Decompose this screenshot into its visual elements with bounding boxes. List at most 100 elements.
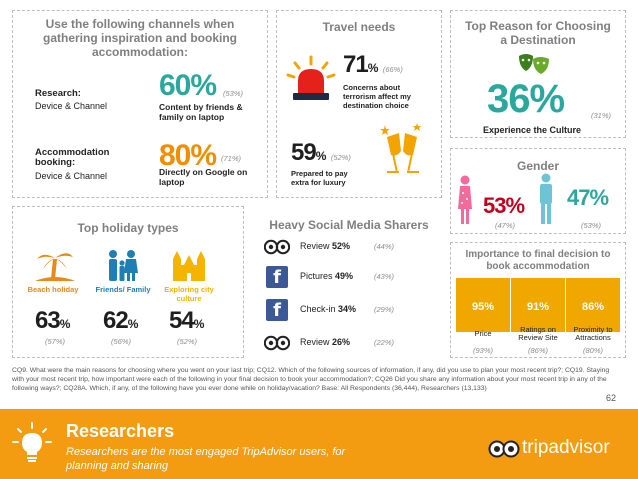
importance-label: Ratings on Review Site — [518, 325, 558, 342]
importance-label: Proximity to Attractions — [573, 325, 613, 342]
terror-prev: (66%) — [382, 65, 403, 74]
tripadvisor-owl-icon — [264, 239, 290, 255]
banner-subtitle: Researchers are the most engaged TripAdv… — [66, 446, 346, 472]
holiday-prev-beach: (57%) — [45, 337, 66, 346]
social-prev: (44%) — [374, 242, 395, 251]
male-pct: 47% — [567, 185, 609, 210]
terror-stat: 71% (66%) — [343, 51, 403, 79]
luxury-desc: Prepared to pay extra for luxury — [291, 169, 348, 187]
tripadvisor-owl-icon — [488, 440, 520, 458]
terror-pct: 71 — [343, 51, 369, 78]
importance-panel: Importance to final decision to book acc… — [450, 242, 626, 358]
social-row: f Pictures 49% (43%) — [264, 266, 444, 288]
footnote: CQ9. What were the main reasons for choo… — [12, 367, 610, 392]
male-icon — [540, 173, 552, 224]
travel-needs-panel: Travel needs 71% (66%) Concerns about te… — [276, 10, 442, 198]
holiday-pct-beach: 63 — [35, 307, 61, 334]
holiday-stat-beach: 63% — [35, 307, 70, 335]
social-label: Review 52% — [300, 241, 351, 251]
channels-panel: Use the following channels when gatherin… — [12, 10, 268, 198]
bottom-banner: Researchers Researchers are the most eng… — [0, 409, 638, 479]
booking-label: Accommodation booking: — [35, 147, 110, 168]
terror-desc: Concerns about terrorism affect my desti… — [343, 83, 411, 110]
research-prev: (53%) — [223, 89, 244, 98]
top-reason-desc: Experience the Culture — [483, 125, 582, 135]
luxury-prev: (52%) — [330, 153, 351, 162]
social-title: Heavy Social Media Sharers — [269, 218, 429, 232]
research-desc: Content by friends & family on laptop — [159, 102, 243, 122]
champagne-glasses-icon — [380, 123, 421, 173]
female-prev: (47%) — [495, 221, 516, 230]
female-pct: 53% — [483, 193, 525, 218]
palm-tree-icon — [35, 253, 75, 281]
holiday-types-panel: Top holiday types Beach holiday Friends/… — [12, 206, 244, 358]
importance-label: Price — [474, 329, 492, 338]
social-prev: (29%) — [374, 305, 395, 314]
holiday-stat-city: 54% — [169, 307, 204, 335]
page-number: 62 — [606, 393, 617, 403]
luxury-unit: % — [315, 149, 327, 163]
importance-prev: (80%) — [582, 346, 603, 355]
holiday-unit-family: % — [127, 317, 139, 331]
terror-unit: % — [367, 61, 379, 75]
female-icon — [458, 175, 472, 224]
holiday-label-family: Friends/ Family — [95, 285, 151, 294]
importance-value: 86% — [581, 301, 605, 313]
importance-bar: 86% — [566, 278, 620, 332]
holiday-unit-city: % — [193, 317, 205, 331]
facebook-icon: f — [266, 299, 288, 321]
male-prev: (53%) — [581, 221, 602, 230]
luxury-pct: 59 — [291, 139, 317, 166]
research-pct: 60% — [159, 69, 217, 102]
gender-title: Gender — [516, 159, 559, 173]
holiday-prev-city: (52%) — [177, 337, 198, 346]
booking-pct: 80% — [159, 139, 217, 172]
luxury-stat: 59% (52%) — [291, 139, 351, 167]
social-label: Check-in 34% — [300, 304, 357, 314]
top-reason-pct: 36% — [487, 77, 565, 121]
tripadvisor-logo: tripadvisor — [488, 437, 628, 463]
top-reason-title: Top Reason for Choosing a Destination — [465, 19, 611, 47]
importance-title: Importance to final decision to book acc… — [465, 249, 611, 272]
gender-panel: Gender 53% (47%) 47% (53%) — [450, 148, 626, 234]
importance-value: 91% — [526, 301, 550, 313]
holiday-unit-beach: % — [59, 317, 71, 331]
channels-title: Use the following channels when gatherin… — [43, 17, 237, 59]
tripadvisor-owl-icon — [264, 335, 290, 351]
social-label: Review 26% — [300, 337, 351, 347]
research-label: Research: — [35, 88, 81, 99]
holiday-types-title: Top holiday types — [77, 221, 179, 235]
importance-prev: (93%) — [472, 346, 493, 355]
booking-prev: (71%) — [221, 154, 242, 163]
siren-icon — [286, 55, 336, 100]
holiday-pct-city: 54 — [169, 307, 195, 334]
holiday-stat-family: 62% — [103, 307, 138, 335]
brand-wordmark: tripadvisor — [522, 437, 610, 458]
castle-icon — [173, 251, 205, 281]
importance-value: 95% — [471, 301, 495, 313]
facebook-icon: f — [266, 266, 288, 288]
travel-needs-title: Travel needs — [322, 20, 396, 34]
holiday-label-city: Exploring city culture — [164, 285, 214, 303]
family-icon — [109, 250, 138, 281]
holiday-label-beach: Beach holiday — [27, 285, 79, 294]
top-reason-prev: (31%) — [591, 111, 612, 120]
social-label: Pictures 49% — [300, 271, 354, 281]
top-reason-panel: Top Reason for Choosing a Destination 36… — [450, 10, 626, 138]
importance-prev: (86%) — [527, 346, 548, 355]
social-prev: (43%) — [374, 272, 395, 281]
holiday-prev-family: (56%) — [111, 337, 132, 346]
social-row: f Check-in 34% (29%) — [264, 299, 444, 321]
social-row: Review 26% (22%) — [264, 332, 444, 354]
booking-sublabel: Device & Channel — [35, 171, 108, 181]
banner-title: Researchers — [66, 421, 175, 441]
lightbulb-icon — [12, 422, 52, 462]
holiday-pct-family: 62 — [103, 307, 129, 334]
importance-bar: 95% — [456, 278, 510, 332]
theater-masks-icon — [519, 54, 549, 74]
social-row: Review 52% (44%) — [264, 236, 444, 258]
research-sublabel: Device & Channel — [35, 101, 108, 111]
importance-bar: 91% — [511, 278, 565, 332]
social-prev: (22%) — [374, 338, 395, 347]
booking-desc: Directly on Google on laptop — [159, 167, 248, 187]
